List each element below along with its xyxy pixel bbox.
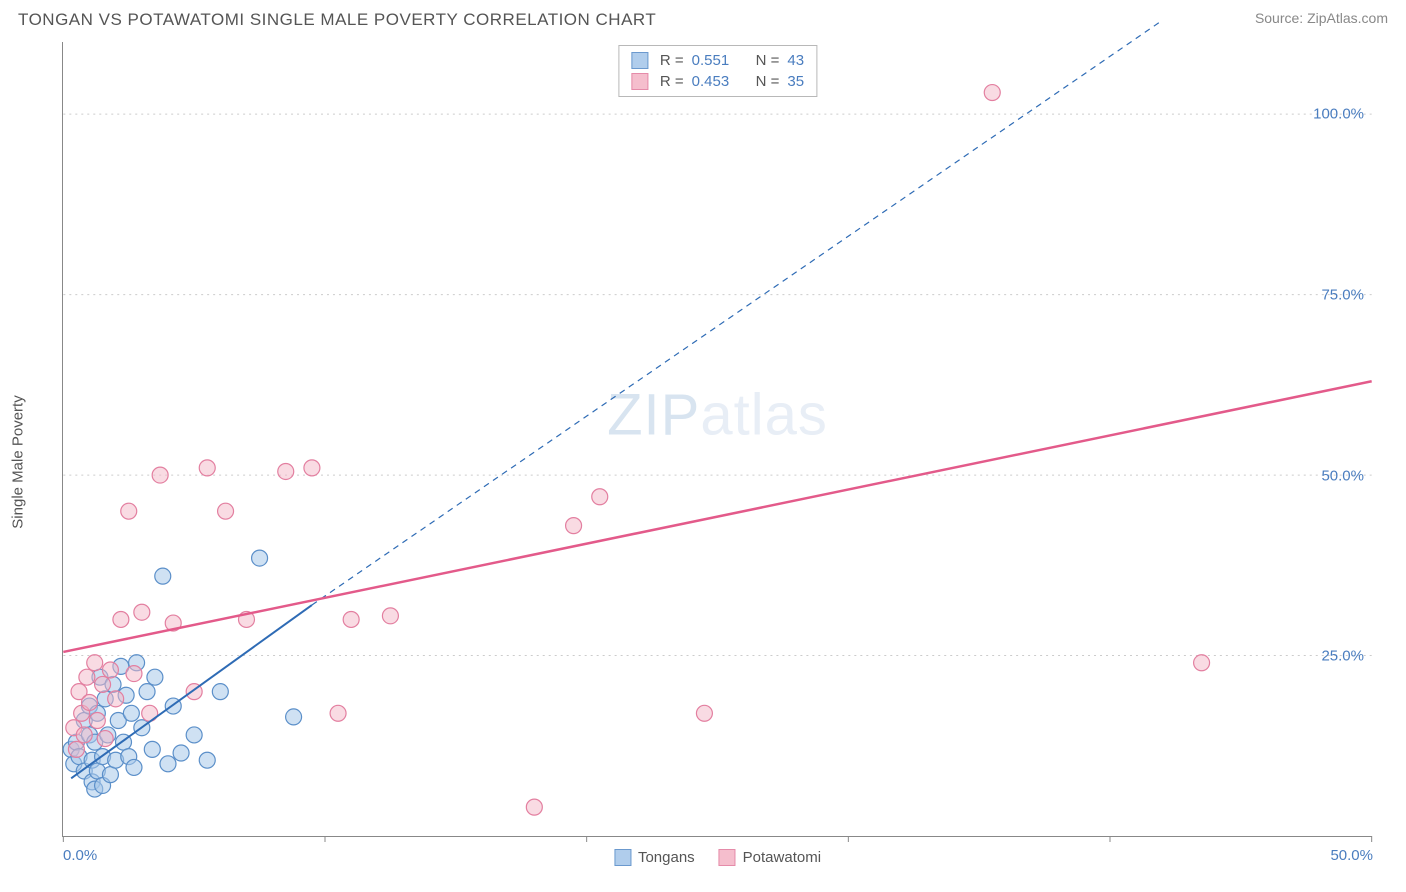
legend-swatch-icon <box>631 52 648 69</box>
r-value: 0.551 <box>692 52 740 69</box>
legend-swatch-icon <box>719 849 736 866</box>
data-point-potawatomi <box>984 85 1000 101</box>
data-point-tongans <box>147 669 163 685</box>
data-point-potawatomi <box>1194 655 1210 671</box>
n-value: 43 <box>787 52 804 69</box>
y-tick-label: 100.0% <box>1313 106 1364 123</box>
chart-container: Single Male Poverty ZIPatlas R =0.551N =… <box>18 42 1388 882</box>
y-axis-label: Single Male Poverty <box>10 395 27 528</box>
data-point-potawatomi <box>113 611 129 627</box>
legend-swatch-icon <box>614 849 631 866</box>
data-point-tongans <box>160 756 176 772</box>
legend-row-tongans: R = 0.551 N = 43 <box>631 50 804 71</box>
r-label: R = <box>660 73 684 90</box>
data-point-potawatomi <box>592 489 608 505</box>
data-point-potawatomi <box>79 669 95 685</box>
trend-line-potawatomi <box>63 381 1371 652</box>
correlation-legend: R = 0.551 N = 43 R = 0.453 N = 35 <box>618 45 817 97</box>
data-point-potawatomi <box>87 655 103 671</box>
data-point-potawatomi <box>526 799 542 815</box>
data-point-potawatomi <box>152 467 168 483</box>
data-point-potawatomi <box>304 460 320 476</box>
data-point-potawatomi <box>95 676 111 692</box>
data-point-tongans <box>123 705 139 721</box>
series-legend-label: Tongans <box>638 849 695 866</box>
legend-swatch-icon <box>631 73 648 90</box>
data-point-potawatomi <box>278 463 294 479</box>
data-point-potawatomi <box>68 741 84 757</box>
data-point-potawatomi <box>343 611 359 627</box>
data-point-potawatomi <box>566 518 582 534</box>
series-legend: Tongans Potawatomi <box>614 849 821 866</box>
data-point-potawatomi <box>76 727 92 743</box>
data-point-tongans <box>212 684 228 700</box>
y-tick-label: 75.0% <box>1321 286 1364 303</box>
data-point-tongans <box>139 684 155 700</box>
n-label: N = <box>756 52 780 69</box>
data-point-tongans <box>286 709 302 725</box>
source-attribution: Source: ZipAtlas.com <box>1255 10 1388 26</box>
n-label: N = <box>756 73 780 90</box>
y-tick-label: 50.0% <box>1321 467 1364 484</box>
data-point-tongans <box>173 745 189 761</box>
data-point-potawatomi <box>82 694 98 710</box>
data-point-tongans <box>126 759 142 775</box>
plot-area: ZIPatlas R =0.551N =43R =0.453N =35 Tong… <box>62 42 1372 837</box>
data-point-potawatomi <box>218 503 234 519</box>
series-legend-label: Potawatomi <box>743 849 821 866</box>
data-point-tongans <box>144 741 160 757</box>
data-point-tongans <box>102 767 118 783</box>
data-point-tongans <box>199 752 215 768</box>
series-legend-item: Tongans <box>614 849 695 866</box>
x-tick-label: 0.0% <box>63 847 97 864</box>
n-value: 35 <box>787 73 804 90</box>
data-point-potawatomi <box>121 503 137 519</box>
legend-row-potawatomi: R = 0.453 N = 35 <box>631 71 804 92</box>
data-point-tongans <box>155 568 171 584</box>
data-point-potawatomi <box>696 705 712 721</box>
data-point-potawatomi <box>97 731 113 747</box>
data-point-potawatomi <box>126 666 142 682</box>
series-legend-item: Potawatomi <box>719 849 821 866</box>
data-point-tongans <box>186 727 202 743</box>
r-label: R = <box>660 52 684 69</box>
plot-svg <box>63 42 1372 836</box>
data-point-potawatomi <box>330 705 346 721</box>
data-point-potawatomi <box>89 713 105 729</box>
data-point-potawatomi <box>382 608 398 624</box>
r-value: 0.453 <box>692 73 740 90</box>
chart-title: TONGAN VS POTAWATOMI SINGLE MALE POVERTY… <box>18 10 656 30</box>
data-point-potawatomi <box>134 604 150 620</box>
trend-line-ext-tongans <box>312 20 1162 605</box>
data-point-potawatomi <box>108 691 124 707</box>
header: TONGAN VS POTAWATOMI SINGLE MALE POVERTY… <box>0 0 1406 34</box>
data-point-potawatomi <box>199 460 215 476</box>
y-tick-label: 25.0% <box>1321 648 1364 665</box>
data-point-tongans <box>252 550 268 566</box>
data-point-potawatomi <box>102 662 118 678</box>
x-tick-label: 50.0% <box>1330 847 1373 864</box>
